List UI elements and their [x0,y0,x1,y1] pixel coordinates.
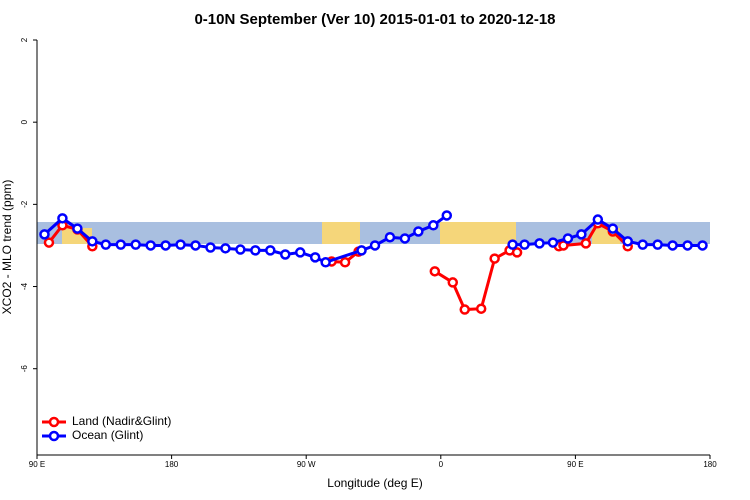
point [637,239,648,250]
point [100,239,112,250]
point [369,240,381,251]
point [413,226,424,237]
point [145,240,156,251]
land-patch [440,222,516,244]
y-axis-label: XCO2 - MLO trend (ppm) [0,180,14,315]
point [220,243,231,254]
x-tick-label: 90 W [297,460,316,469]
point [558,240,569,251]
point [592,214,604,225]
chart-title: 0-10N September (Ver 10) 2015-01-01 to 2… [194,11,555,28]
point [447,277,459,288]
x-axis-label: Longitude (deg E) [327,476,422,490]
y-tick-label: 0 [20,119,29,124]
point [667,240,678,251]
point [441,210,453,221]
point [72,223,83,234]
point [265,245,276,256]
point [399,233,411,244]
x-tick-label: 90 E [29,460,45,469]
point [607,223,619,234]
legend-label: Ocean (Glint) [72,428,143,442]
x-tick-label: 0 [439,460,444,469]
point [534,238,545,249]
point [459,304,470,315]
point [39,229,50,240]
map-band [37,222,710,244]
point [250,245,261,256]
point [235,244,246,255]
y-tick-label: -4 [20,282,29,290]
point [294,247,306,258]
point [280,249,291,260]
point [562,233,574,244]
point [547,237,559,248]
x-tick-label: 180 [165,460,179,469]
legend-marker [48,430,60,442]
point [384,231,396,243]
point [622,236,633,247]
point [205,242,216,253]
point [190,240,201,251]
series-line [434,248,518,312]
point [57,213,68,224]
point [339,257,351,268]
y-tick-label: 2 [20,37,29,42]
land-patch [62,228,92,244]
point [580,238,592,249]
point [519,239,530,250]
point [115,239,127,250]
point [511,247,523,258]
point [576,229,587,240]
x-tick-label: 90 E [567,460,583,469]
point [682,240,693,251]
legend-marker [48,416,60,428]
point [652,239,663,250]
y-tick-label: -6 [20,365,29,373]
point [489,253,500,264]
point [175,239,186,250]
x-tick-label: 180 [703,460,717,469]
point [428,220,439,231]
point [160,240,171,251]
point [309,252,321,263]
ocean-band [37,222,710,244]
y-tick-label: -2 [20,200,29,208]
legend-label: Land (Nadir&Glint) [72,414,171,428]
point [507,239,518,250]
point [356,245,367,256]
point [320,257,331,268]
point [43,237,55,248]
series-line [47,223,94,248]
point [87,236,98,247]
land-patch [322,222,360,244]
point [130,239,141,250]
point [475,303,487,314]
point [429,266,441,277]
point [697,240,708,251]
